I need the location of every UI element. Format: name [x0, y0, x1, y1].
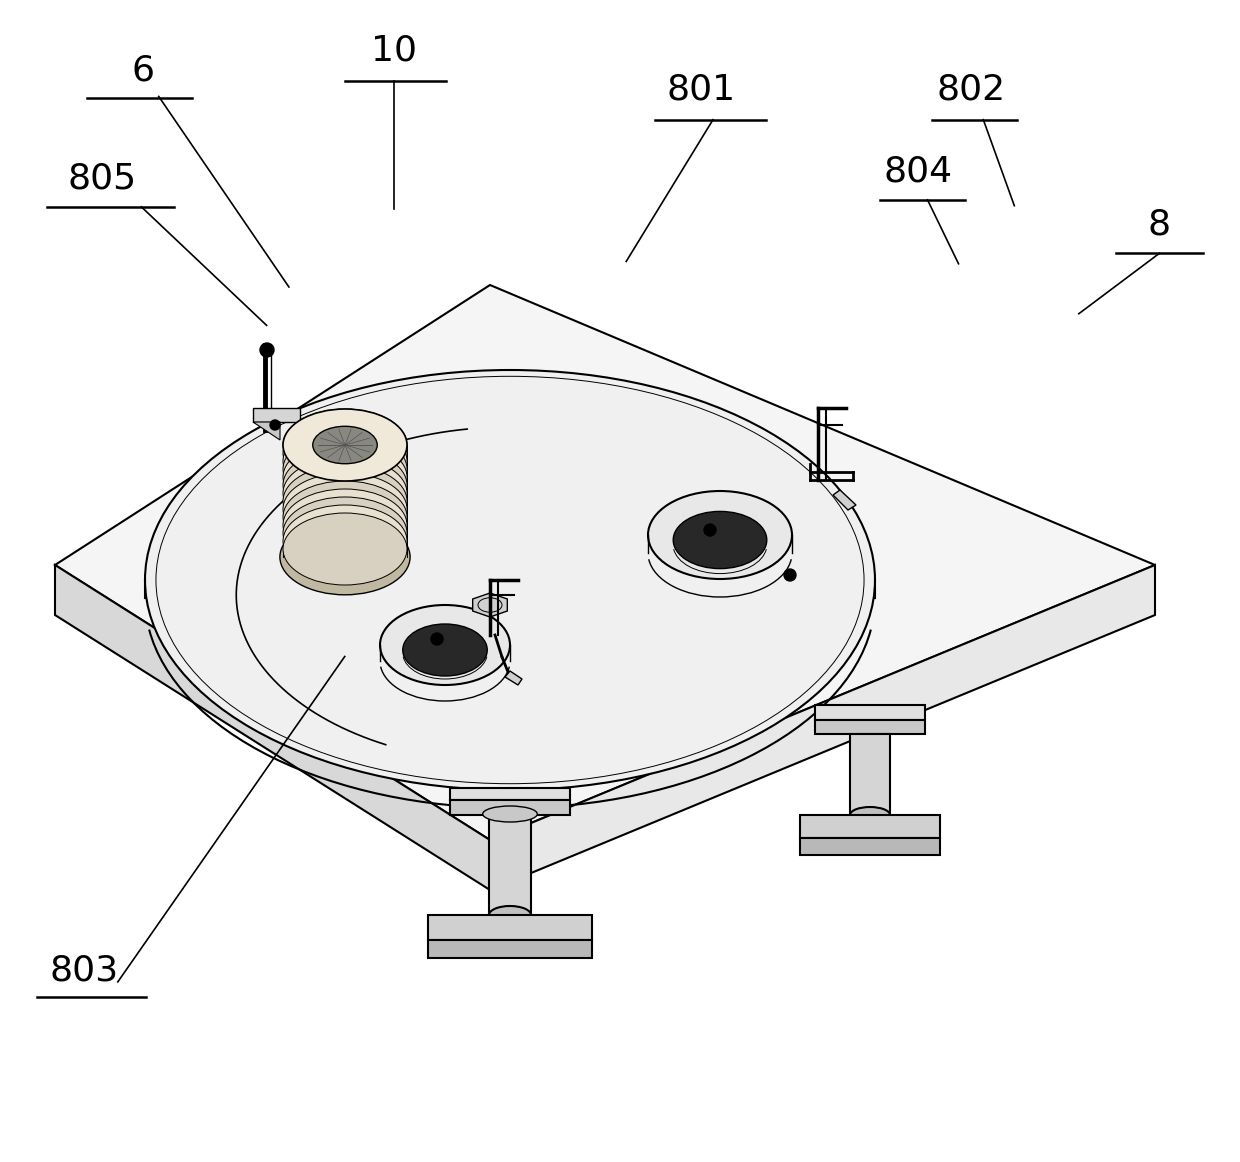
Text: 6: 6: [131, 53, 154, 87]
Ellipse shape: [649, 492, 792, 579]
Ellipse shape: [280, 519, 410, 595]
Circle shape: [432, 633, 443, 645]
Polygon shape: [849, 734, 890, 815]
Circle shape: [704, 524, 715, 536]
Polygon shape: [833, 490, 856, 510]
Ellipse shape: [283, 425, 407, 497]
Ellipse shape: [283, 457, 407, 529]
Ellipse shape: [283, 481, 407, 553]
Polygon shape: [55, 285, 1154, 840]
Ellipse shape: [283, 505, 407, 578]
Ellipse shape: [283, 449, 407, 521]
Circle shape: [784, 569, 796, 581]
Ellipse shape: [482, 806, 537, 822]
Polygon shape: [815, 705, 925, 720]
Ellipse shape: [403, 624, 487, 676]
Text: 8: 8: [1148, 208, 1171, 242]
Text: 804: 804: [883, 155, 952, 188]
Polygon shape: [472, 593, 507, 617]
Polygon shape: [55, 565, 490, 890]
Ellipse shape: [283, 433, 407, 505]
Text: 805: 805: [67, 162, 136, 195]
Polygon shape: [489, 815, 531, 914]
Text: 801: 801: [666, 73, 735, 107]
Polygon shape: [490, 565, 1154, 890]
Ellipse shape: [312, 426, 377, 464]
Polygon shape: [450, 788, 570, 799]
Ellipse shape: [283, 512, 407, 584]
Polygon shape: [800, 815, 940, 838]
Ellipse shape: [283, 417, 407, 489]
Ellipse shape: [283, 442, 407, 512]
Text: 802: 802: [936, 73, 1006, 107]
Ellipse shape: [283, 473, 407, 545]
Polygon shape: [505, 670, 522, 686]
Polygon shape: [815, 720, 925, 734]
Ellipse shape: [283, 409, 407, 481]
Polygon shape: [253, 422, 280, 440]
Polygon shape: [428, 940, 591, 957]
Text: 803: 803: [50, 954, 119, 988]
Polygon shape: [800, 838, 940, 855]
Polygon shape: [428, 914, 591, 940]
Text: 10: 10: [371, 34, 418, 67]
Ellipse shape: [489, 906, 531, 924]
Ellipse shape: [673, 511, 766, 568]
Ellipse shape: [379, 605, 510, 686]
Ellipse shape: [283, 497, 407, 569]
Circle shape: [260, 343, 274, 357]
Ellipse shape: [283, 409, 407, 481]
Circle shape: [270, 419, 280, 430]
Polygon shape: [450, 799, 570, 815]
Ellipse shape: [283, 489, 407, 561]
Ellipse shape: [145, 370, 875, 790]
Ellipse shape: [283, 465, 407, 537]
Ellipse shape: [849, 806, 890, 823]
Polygon shape: [253, 408, 300, 422]
